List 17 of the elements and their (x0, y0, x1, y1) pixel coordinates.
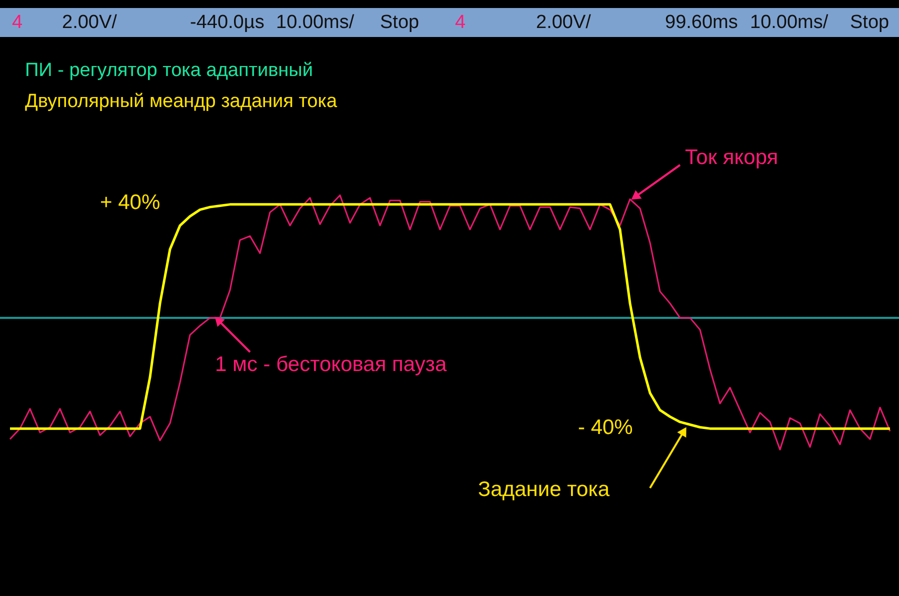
annotation: + 40% (100, 191, 160, 214)
text: -440.0µs (190, 12, 264, 33)
text: 4 (455, 12, 466, 33)
text: Ток якоря (685, 146, 778, 169)
chart-subtitle: Двуполярный меандр задания тока (25, 91, 338, 112)
text: 10.00ms/ (276, 12, 355, 33)
text: 10.00ms/ (750, 12, 829, 33)
text: 4 (12, 12, 23, 33)
text: 99.60ms (665, 12, 738, 33)
chart-title: ПИ - регулятор тока адаптивный (25, 60, 313, 81)
annotation: 1 мс - бестоковая пауза (215, 353, 447, 376)
text: 2.00V/ (536, 12, 592, 33)
text: 2.00V/ (62, 12, 118, 33)
text: Stop (380, 12, 420, 33)
text: Задание тока (478, 478, 610, 501)
text: Stop (850, 12, 890, 33)
annotation: - 40% (578, 416, 633, 439)
